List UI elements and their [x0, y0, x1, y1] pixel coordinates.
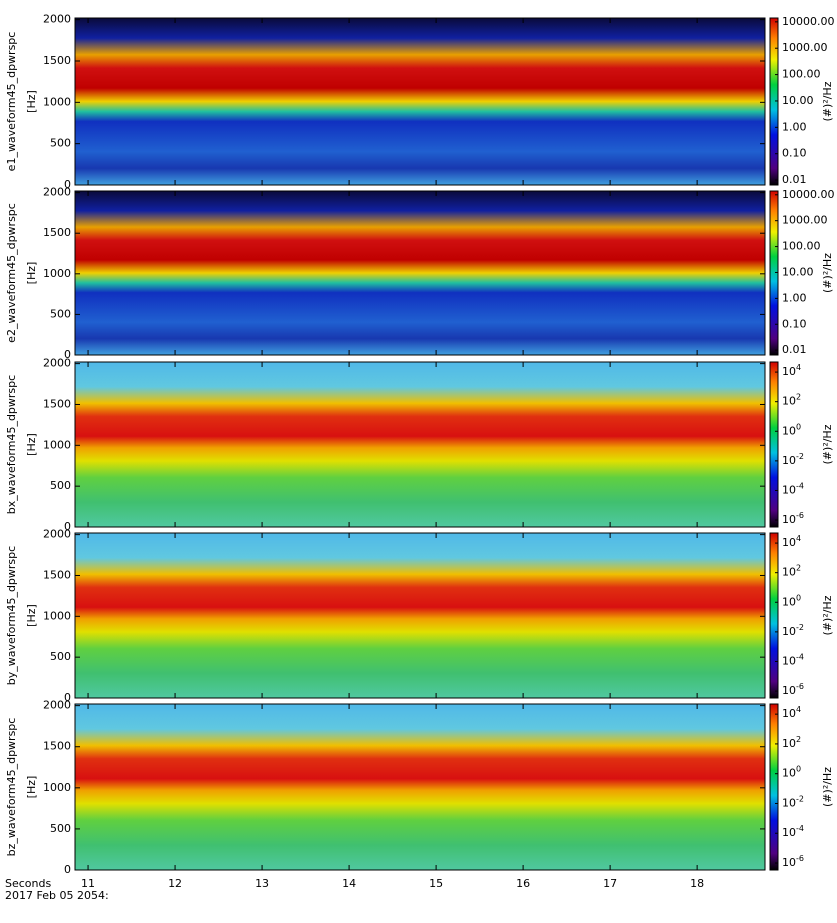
colorbar-tick-label: 10-4: [782, 481, 804, 497]
colorbar-tick-label: 100.00: [782, 68, 821, 81]
y-axis-label: e1_waveform45_dpwrspc: [5, 32, 18, 172]
y-axis-unit: [Hz]: [25, 262, 38, 285]
spectrogram: [75, 533, 765, 698]
x-axis-sublabel: 2017 Feb 05 2054:: [5, 889, 109, 902]
colorbar-tick-label: 1.00: [782, 291, 807, 304]
colorbar-title: (#)²/Hz: [821, 424, 834, 464]
spectrogram: [75, 18, 765, 185]
colorbar-title: (#)²/Hz: [821, 595, 834, 635]
x-tick-label: 12: [168, 877, 182, 890]
colorbar-tick-label: 10000.00: [782, 188, 835, 201]
y-axis-label: e2_waveform45_dpwrspc: [5, 203, 18, 343]
colorbar: [769, 17, 779, 186]
y-tick-label: 1000: [43, 267, 71, 280]
colorbar-tick-label: 10-4: [782, 824, 804, 840]
y-tick-label: 0: [64, 520, 71, 533]
colorbar-tick-label: 10-6: [782, 682, 804, 698]
y-tick-label: 2000: [43, 13, 71, 26]
y-tick-label: 0: [64, 348, 71, 361]
x-tick-label: 14: [342, 877, 356, 890]
colorbar-tick-label: 104: [782, 534, 801, 550]
colorbar-tick-label: 0.01: [782, 343, 807, 356]
colorbar: [769, 532, 779, 699]
y-axis-label: bz_waveform45_dpwrspc: [5, 718, 18, 857]
y-tick-label: 0: [64, 691, 71, 704]
y-axis-unit: [Hz]: [25, 604, 38, 627]
y-tick-label: 1000: [43, 438, 71, 451]
y-axis-unit: [Hz]: [25, 90, 38, 113]
y-tick-label: 500: [50, 137, 71, 150]
colorbar-tick-label: 0.10: [782, 317, 807, 330]
x-tick-label: 16: [516, 877, 530, 890]
y-tick-label: 0: [64, 178, 71, 191]
spectrogram: [75, 191, 765, 355]
y-tick-label: 1500: [43, 226, 71, 239]
x-tick-label: 11: [81, 877, 95, 890]
y-tick-label: 1500: [43, 397, 71, 410]
plot-frame: [74, 190, 766, 356]
spectrogram: [75, 704, 765, 870]
y-tick-label: 500: [50, 822, 71, 835]
colorbar-tick-label: 100: [782, 422, 801, 438]
colorbar-tick-label: 100.00: [782, 240, 821, 253]
y-tick-label: 500: [50, 650, 71, 663]
colorbar-tick-label: 10-2: [782, 794, 804, 810]
y-tick-label: 2000: [43, 357, 71, 370]
y-tick-label: 2000: [43, 699, 71, 712]
y-tick-label: 0: [64, 863, 71, 876]
colorbar-tick-label: 104: [782, 705, 801, 721]
x-tick-label: 15: [429, 877, 443, 890]
colorbar-tick-label: 10-6: [782, 511, 804, 527]
colorbar-tick-label: 10000.00: [782, 15, 835, 28]
colorbar-tick-label: 1000.00: [782, 41, 828, 54]
colorbar: [769, 190, 779, 356]
colorbar-tick-label: 1.00: [782, 120, 807, 133]
colorbar-title: (#)²/Hz: [821, 767, 834, 807]
colorbar-tick-label: 0.10: [782, 147, 807, 160]
colorbar-title: (#)²/Hz: [821, 253, 834, 293]
colorbar-tick-label: 104: [782, 363, 801, 379]
y-axis-label: bx_waveform45_dpwrspc: [5, 375, 18, 514]
x-tick-label: 13: [255, 877, 269, 890]
colorbar-tick-label: 10.00: [782, 94, 814, 107]
colorbar-tick-label: 10-2: [782, 451, 804, 467]
colorbar-tick-label: 102: [782, 734, 801, 750]
y-tick-label: 2000: [43, 186, 71, 199]
y-axis-label: by_waveform45_dpwrspc: [5, 546, 18, 685]
colorbar-tick-label: 0.01: [782, 173, 807, 186]
y-tick-label: 1000: [43, 781, 71, 794]
y-tick-label: 2000: [43, 528, 71, 541]
y-tick-label: 500: [50, 479, 71, 492]
spectrogram: [75, 362, 765, 527]
plot-frame: [74, 703, 766, 871]
y-tick-label: 500: [50, 307, 71, 320]
colorbar: [769, 361, 779, 528]
y-axis-unit: [Hz]: [25, 433, 38, 456]
x-tick-label: 17: [603, 877, 617, 890]
y-tick-label: 1500: [43, 568, 71, 581]
colorbar-tick-label: 100: [782, 764, 801, 780]
colorbar-tick-label: 10.00: [782, 265, 814, 278]
colorbar-tick-label: 10-4: [782, 652, 804, 668]
colorbar-tick-label: 10-6: [782, 854, 804, 870]
y-tick-label: 1000: [43, 609, 71, 622]
colorbar-tick-label: 100: [782, 593, 801, 609]
colorbar-title: (#)²/Hz: [821, 81, 834, 121]
plot-frame: [74, 361, 766, 528]
colorbar-tick-label: 1000.00: [782, 214, 828, 227]
plot-frame: [74, 532, 766, 699]
y-axis-unit: [Hz]: [25, 776, 38, 799]
x-axis-label: Seconds: [5, 877, 51, 890]
colorbar-tick-label: 10-2: [782, 622, 804, 638]
y-tick-label: 1500: [43, 54, 71, 67]
y-tick-label: 1000: [43, 95, 71, 108]
plot-frame: [74, 17, 766, 186]
y-tick-label: 1500: [43, 740, 71, 753]
colorbar-tick-label: 102: [782, 563, 801, 579]
colorbar-tick-label: 102: [782, 392, 801, 408]
x-tick-label: 18: [690, 877, 704, 890]
colorbar: [769, 703, 779, 871]
